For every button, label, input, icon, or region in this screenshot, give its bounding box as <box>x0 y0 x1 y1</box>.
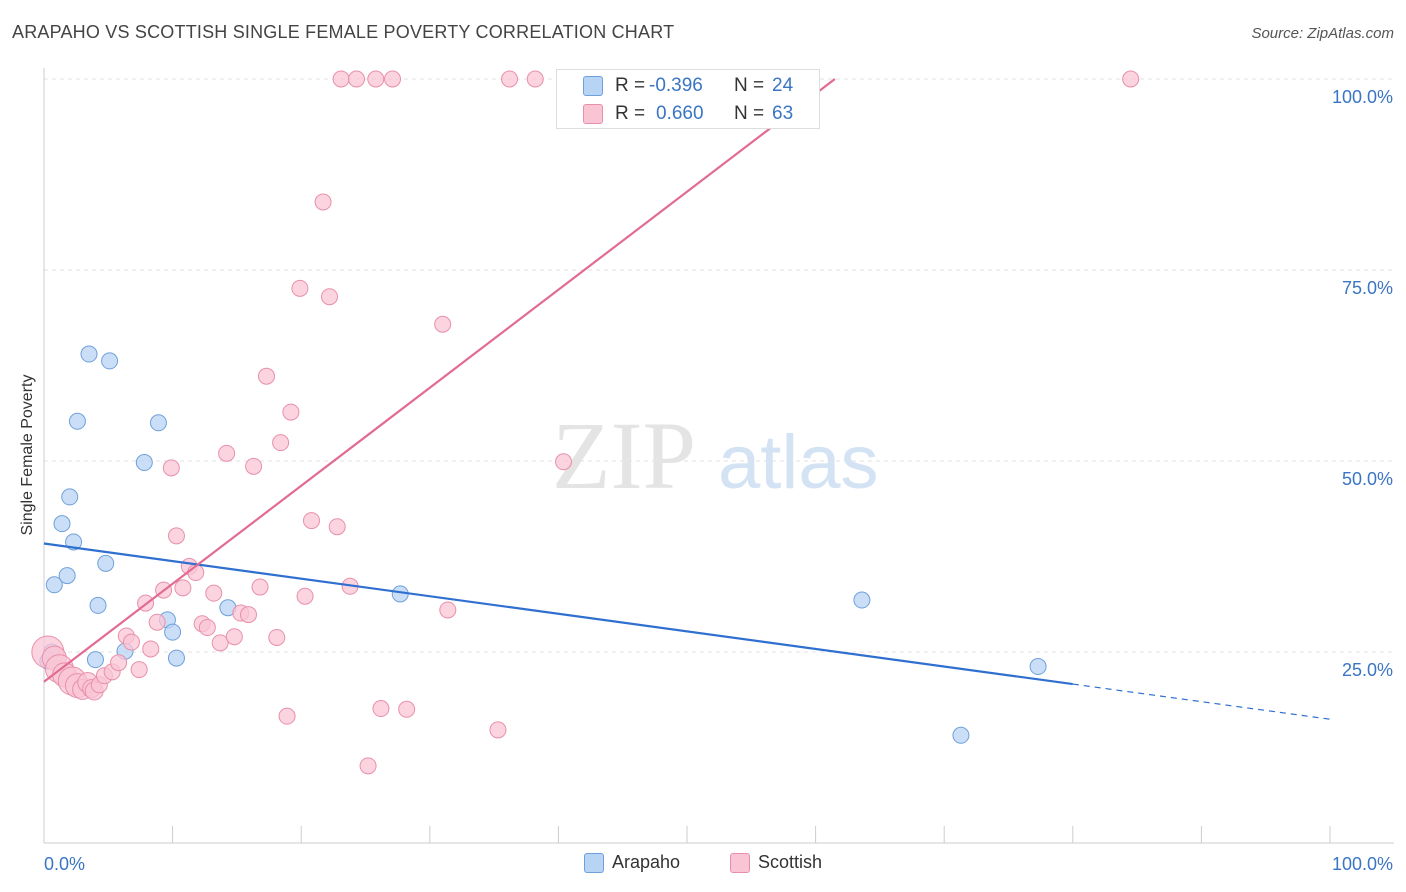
y-tick-label: 25.0% <box>1342 660 1393 680</box>
scottish-point <box>555 453 573 471</box>
scottish-point <box>167 527 185 545</box>
arapaho-point <box>68 412 86 430</box>
series-legend: Arapaho Scottish <box>0 852 1406 873</box>
y-tick-label: 100.0% <box>1332 87 1393 107</box>
legend-item-scottish[interactable]: Scottish <box>730 852 822 873</box>
scottish-point <box>367 70 385 88</box>
legend-label-scottish: Scottish <box>758 852 823 872</box>
scottish-point <box>434 315 452 333</box>
scottish-point <box>296 587 314 605</box>
scottish-point <box>251 578 269 596</box>
scottish-point <box>332 70 350 88</box>
scottish-point <box>282 403 300 421</box>
scottish-point <box>372 700 390 718</box>
scottish-point <box>501 70 519 88</box>
scottish-point <box>162 459 180 477</box>
scottish-point <box>218 444 236 462</box>
stats-legend: R = -0.396 N = 24 R = 0.660 N = 63 <box>556 69 820 129</box>
arapaho-point <box>45 576 63 594</box>
scottish-point <box>245 457 263 475</box>
scottish-point <box>1122 70 1140 88</box>
scottish-point <box>110 654 128 672</box>
scottish-point <box>384 70 402 88</box>
n-value: 63 <box>772 103 794 124</box>
arapaho-legend-swatch <box>583 852 604 873</box>
arapaho-point <box>97 554 115 572</box>
scottish-point <box>268 628 286 646</box>
scottish-trend-line <box>43 78 836 683</box>
arapaho-point <box>53 515 71 533</box>
arapaho-point <box>853 591 871 609</box>
scottish-point <box>278 707 296 725</box>
y-tick-label: 75.0% <box>1342 278 1393 298</box>
scottish-point <box>489 721 507 739</box>
trend-lines <box>43 78 1331 720</box>
scottish-point <box>142 640 160 658</box>
scottish-point <box>320 288 338 306</box>
scottish-point <box>174 579 192 597</box>
x-tick-label: 0.0% <box>44 854 85 874</box>
data-points <box>31 70 1140 775</box>
scottish-point <box>148 613 166 631</box>
scottish-point <box>291 279 309 297</box>
scottish-point <box>225 628 243 646</box>
r-label: R = <box>615 103 646 124</box>
scottish-point <box>122 633 140 651</box>
arapaho-point <box>101 352 119 370</box>
watermark-atlas: atlas <box>718 420 879 505</box>
arapaho-point <box>61 488 79 506</box>
arapaho-point <box>952 726 970 744</box>
scottish-point <box>205 584 223 602</box>
arapaho-point <box>86 651 104 669</box>
axes <box>43 68 1394 844</box>
arapaho-point <box>80 345 98 363</box>
n-value: 24 <box>772 75 794 96</box>
arapaho-point <box>58 567 76 585</box>
x-tick-label: 100.0% <box>1332 854 1393 874</box>
chart-title: ARAPAHO VS SCOTTISH SINGLE FEMALE POVERT… <box>12 22 675 42</box>
n-label: N = <box>734 103 765 124</box>
scottish-point <box>398 700 416 718</box>
watermark-zip: ZIP <box>552 402 696 509</box>
arapaho-trend-line <box>43 542 1073 686</box>
source-label: Source: ZipAtlas.com <box>1251 25 1394 42</box>
r-value: -0.396 <box>649 75 703 96</box>
scottish-point <box>328 518 346 536</box>
legend-item-arapaho[interactable]: Arapaho <box>583 852 681 873</box>
scottish-point <box>211 634 229 652</box>
arapaho-point <box>149 414 167 432</box>
r-label: R = <box>615 75 646 96</box>
scottish-point <box>347 70 365 88</box>
n-label: N = <box>734 75 765 96</box>
scottish-point <box>239 606 257 624</box>
scottish-point <box>302 512 320 530</box>
arapaho-point <box>164 623 182 641</box>
arapaho-point <box>1029 658 1047 676</box>
scottish-point <box>314 193 332 211</box>
arapaho-point <box>89 596 107 614</box>
scottish-legend-swatch <box>730 852 751 873</box>
scottish-point <box>257 367 275 385</box>
y-tick-label: 50.0% <box>1342 469 1393 489</box>
scottish-point <box>439 601 457 619</box>
r-value: 0.660 <box>656 103 704 124</box>
scottish-point <box>130 661 148 679</box>
watermark: ZIP atlas <box>552 402 879 509</box>
tick-labels: 25.0% 50.0% 75.0% 100.0% 0.0% 100.0% <box>44 87 1393 874</box>
scottish-point <box>526 70 544 88</box>
arapaho-trend-extension <box>1072 683 1331 720</box>
scottish-point <box>359 757 377 775</box>
scottish-point <box>272 434 290 452</box>
arapaho-point <box>167 649 185 667</box>
scottish-swatch <box>583 104 603 124</box>
arapaho-swatch <box>583 76 603 96</box>
arapaho-point <box>135 454 153 472</box>
scottish-point <box>198 619 216 637</box>
legend-label-arapaho: Arapaho <box>611 852 681 872</box>
